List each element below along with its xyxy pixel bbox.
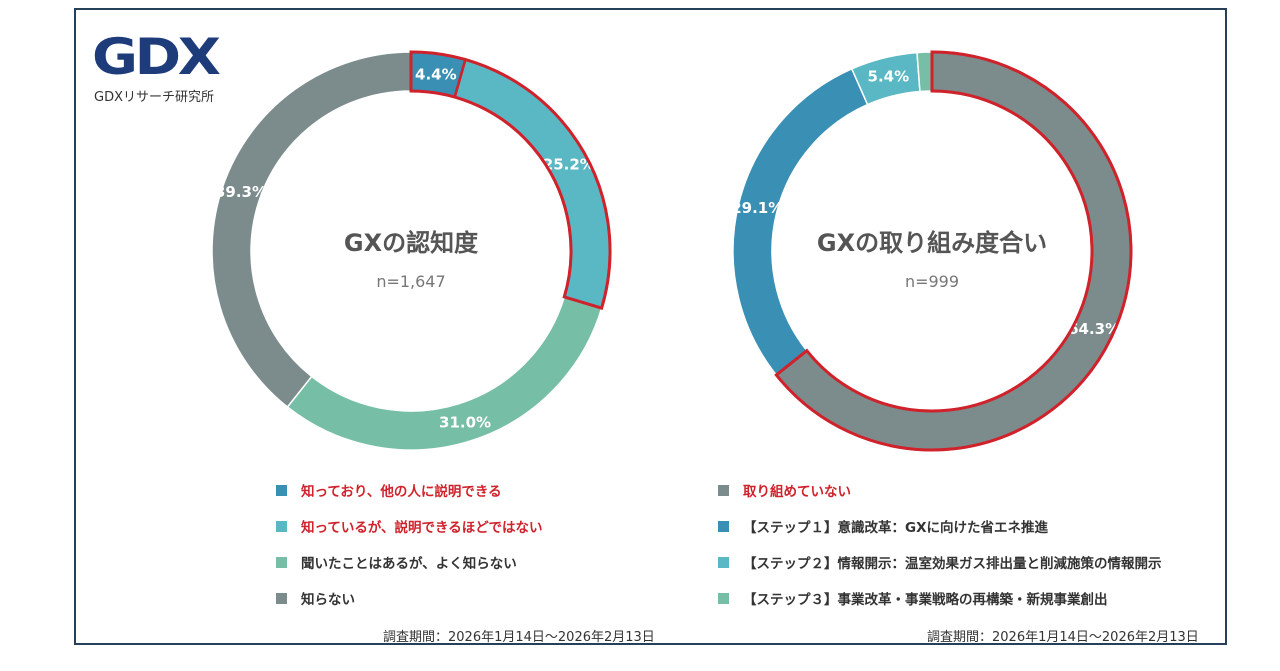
legend-item: 【ステップ３】事業改革・事業戦略の再構築・新規事業創出 bbox=[718, 580, 1162, 616]
slice-value-label: 39.3% bbox=[215, 183, 267, 201]
highlight-slice-outline bbox=[453, 58, 612, 310]
legend-engagement: 取り組めていない【ステップ１】意識改革：GXに向けた省エネ推進【ステップ２】情報… bbox=[718, 472, 1162, 616]
legend-swatch bbox=[276, 520, 287, 532]
survey-period-right: 調査期間：2026年1月14日～2026年2月13日 bbox=[927, 630, 1199, 645]
chart-sample-size: n=999 bbox=[905, 272, 959, 291]
legend-item: 【ステップ１】意識改革：GXに向けた省エネ推進 bbox=[718, 508, 1162, 544]
legend-label: 知らない bbox=[301, 592, 355, 608]
legend-item: 知っており、他の人に説明できる bbox=[276, 472, 543, 508]
chart-sample-size: n=1,647 bbox=[376, 272, 445, 291]
legend-label: 【ステップ２】情報開示：温室効果ガス排出量と削減施策の情報開示 bbox=[743, 556, 1162, 572]
legend-item: 【ステップ２】情報開示：温室効果ガス排出量と削減施策の情報開示 bbox=[718, 544, 1162, 580]
legend-swatch bbox=[276, 556, 287, 568]
legend-label: 知っているが、説明できるほどではない bbox=[301, 520, 543, 536]
legend-swatch bbox=[718, 592, 729, 604]
legend-swatch bbox=[718, 484, 729, 496]
donut-slice bbox=[732, 67, 869, 376]
legend-item: 聞いたことはあるが、よく知らない bbox=[276, 544, 543, 580]
donut-slice bbox=[453, 58, 611, 310]
legend-swatch bbox=[718, 520, 729, 532]
logo-mark: GDX bbox=[92, 28, 221, 86]
slice-value-label: 64.3% bbox=[1068, 320, 1120, 338]
legend-awareness: 知っており、他の人に説明できる知っているが、説明できるほどではない 聞いたことはあ… bbox=[276, 472, 543, 616]
legend-label: 知っており、他の人に説明できる bbox=[301, 484, 502, 500]
legend-item: 取り組めていない bbox=[718, 472, 1162, 508]
legend-label: 取り組めていない bbox=[743, 484, 851, 500]
highlight-slice-outline bbox=[774, 50, 1133, 452]
chart-title: GXの取り組み度合い bbox=[817, 229, 1047, 257]
logo-subtitle: GDXリサーチ研究所 bbox=[94, 90, 214, 105]
legend-label: 聞いたことはあるが、よく知らない bbox=[301, 556, 517, 572]
donut-slice bbox=[916, 51, 933, 93]
slice-value-label: 31.0% bbox=[439, 414, 491, 432]
slice-value-label: 25.2% bbox=[543, 155, 595, 173]
legend-swatch bbox=[276, 592, 287, 604]
slice-value-label: 5.4% bbox=[868, 67, 910, 85]
legend-label: 【ステップ３】事業改革・事業戦略の再構築・新規事業創出 bbox=[743, 592, 1108, 608]
donut-chart-awareness: 4.4% 25.2% 31.0% 39.3% GXの認知度 n=1,647 bbox=[211, 50, 612, 451]
legend-item: 知らない bbox=[276, 580, 543, 616]
legend-swatch bbox=[276, 484, 287, 496]
legend-label: 【ステップ１】意識改革：GXに向けた省エネ推進 bbox=[743, 520, 1048, 536]
legend-swatch bbox=[718, 556, 729, 568]
survey-period-left: 調査期間：2026年1月14日～2026年2月13日 bbox=[383, 630, 655, 645]
legend-item: 知っているが、説明できるほどではない bbox=[276, 508, 543, 544]
logo: GDX GDXリサーチ研究所 bbox=[92, 28, 232, 105]
chart-title: GXの認知度 bbox=[344, 229, 479, 257]
slice-value-label: 29.1% bbox=[731, 199, 783, 217]
slice-value-label: 4.4% bbox=[415, 66, 457, 84]
